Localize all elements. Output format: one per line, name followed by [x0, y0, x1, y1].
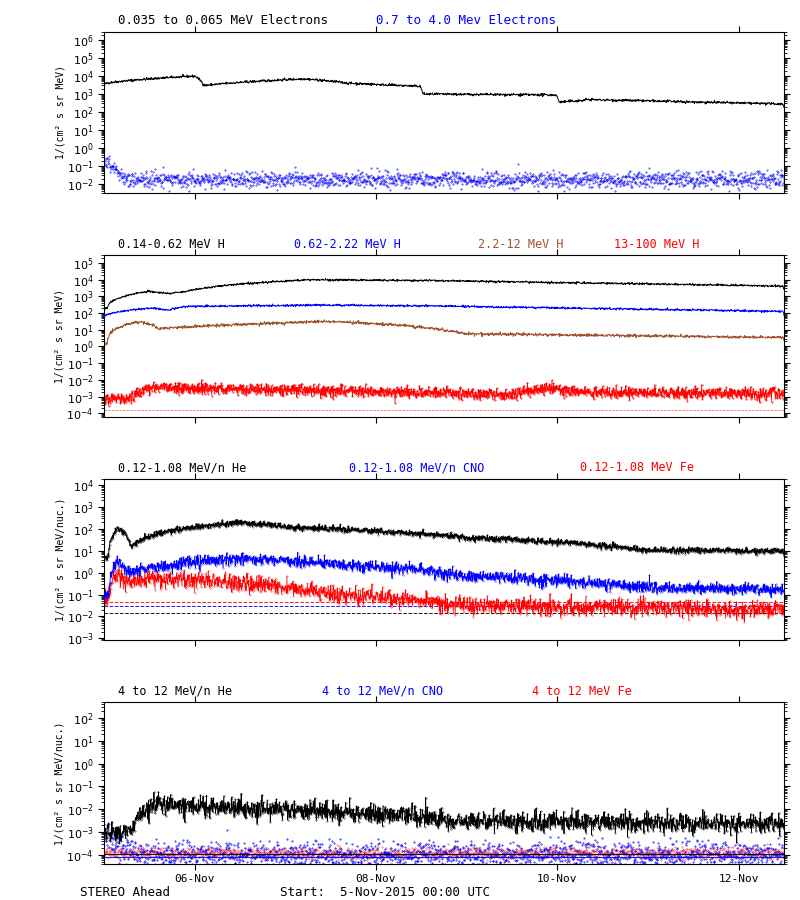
Text: 0.12-1.08 MeV/n CNO: 0.12-1.08 MeV/n CNO: [349, 462, 484, 474]
Text: 0.035 to 0.065 MeV Electrons: 0.035 to 0.065 MeV Electrons: [118, 14, 328, 28]
Text: 13-100 MeV H: 13-100 MeV H: [614, 238, 699, 251]
Text: Start:  5-Nov-2015 00:00 UTC: Start: 5-Nov-2015 00:00 UTC: [280, 886, 490, 898]
Text: 0.12-1.08 MeV Fe: 0.12-1.08 MeV Fe: [580, 462, 694, 474]
Text: 0.12-1.08 MeV/n He: 0.12-1.08 MeV/n He: [118, 462, 246, 474]
Text: STEREO Ahead: STEREO Ahead: [80, 886, 170, 898]
Text: 0.62-2.22 MeV H: 0.62-2.22 MeV H: [294, 238, 402, 251]
Y-axis label: 1/(cm² s sr MeV): 1/(cm² s sr MeV): [55, 289, 65, 383]
Text: 4 to 12 MeV Fe: 4 to 12 MeV Fe: [533, 685, 632, 698]
Y-axis label: 1/(cm² s sr MeV/nuc.): 1/(cm² s sr MeV/nuc.): [55, 498, 65, 621]
Y-axis label: 1/(cm² s sr MeV/nuc.): 1/(cm² s sr MeV/nuc.): [55, 721, 65, 845]
Text: 4 to 12 MeV/n CNO: 4 to 12 MeV/n CNO: [322, 685, 442, 698]
Text: 4 to 12 MeV/n He: 4 to 12 MeV/n He: [118, 685, 232, 698]
Text: 0.7 to 4.0 Mev Electrons: 0.7 to 4.0 Mev Electrons: [376, 14, 556, 28]
Text: 2.2-12 MeV H: 2.2-12 MeV H: [478, 238, 563, 251]
Y-axis label: 1/(cm² s sr MeV): 1/(cm² s sr MeV): [55, 66, 65, 159]
Text: 0.14-0.62 MeV H: 0.14-0.62 MeV H: [118, 238, 225, 251]
